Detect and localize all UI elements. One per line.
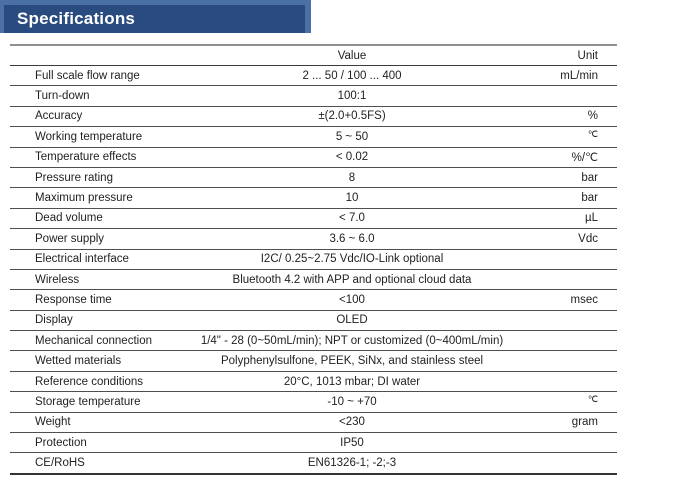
spec-value: 10: [345, 192, 359, 205]
spec-unit: [467, 270, 617, 289]
spec-value: 3.6 ~ 6.0: [329, 232, 375, 245]
spec-unit: [467, 453, 617, 472]
spec-value: OLED: [336, 314, 368, 327]
table-row: Maximum pressure 10 bar: [10, 188, 617, 209]
spec-param-label: CE/RoHS: [35, 457, 85, 470]
table-row: Pressure rating 8 bar: [10, 168, 617, 189]
unit-column-header: Unit: [577, 49, 598, 62]
table-row: Wetted materials Polyphenylsulfone, PEEK…: [10, 351, 617, 372]
table-row: Temperature effects < 0.02 %/℃: [10, 148, 617, 168]
table-row: Dead volume < 7.0 µL: [10, 209, 617, 230]
spec-value: 5 ~ 50: [335, 130, 369, 143]
spec-value: < 0.02: [335, 151, 369, 164]
spec-unit: %/℃: [571, 152, 598, 165]
value-column-header: Value: [337, 49, 367, 62]
spec-unit: [467, 250, 617, 269]
table-row: Response time <100 msec: [10, 290, 617, 311]
spec-param-label: Response time: [35, 293, 112, 306]
spec-param-label: Turn-down: [35, 90, 90, 103]
spec-unit: bar: [581, 171, 598, 184]
table-body: Full scale flow range 2 ... 50 / 100 ...…: [10, 66, 617, 475]
spec-unit: [467, 331, 617, 350]
section-header-inner: Specifications: [4, 5, 305, 33]
spec-value: -10 ~ +70: [327, 395, 377, 408]
table-row: Turn-down 100:1: [10, 86, 617, 107]
spec-value: <230: [339, 416, 365, 429]
spec-param-label: Accuracy: [35, 110, 83, 123]
spec-param-label: Wetted materials: [35, 355, 122, 368]
page-title: Specifications: [17, 9, 136, 28]
spec-param-label: Power supply: [35, 232, 105, 245]
section-header-bar: Specifications: [0, 0, 311, 33]
table-row: Display OLED: [10, 311, 617, 332]
spec-value: EN61326-1; -2;-3: [307, 457, 397, 470]
table-row: Full scale flow range 2 ... 50 / 100 ...…: [10, 66, 617, 87]
spec-unit: Vdc: [578, 232, 598, 245]
spec-value: Bluetooth 4.2 with APP and optional clou…: [232, 273, 472, 286]
spec-unit: bar: [581, 192, 598, 205]
spec-value: 2 ... 50 / 100 ... 400: [302, 69, 402, 82]
table-row: Wireless Bluetooth 4.2 with APP and opti…: [10, 270, 617, 291]
table-row: Weight <230 gram: [10, 413, 617, 434]
spec-param-label: Wireless: [35, 273, 80, 286]
spec-param-label: Storage temperature: [35, 395, 141, 408]
spec-unit: [467, 311, 617, 330]
spec-value: ±(2.0+0.5FS): [318, 110, 386, 123]
spec-unit: msec: [570, 293, 598, 306]
table-row: Storage temperature -10 ~ +70 ℃: [10, 392, 617, 413]
spec-unit: [467, 433, 617, 452]
spec-value: 100:1: [337, 90, 367, 103]
spec-unit: µL: [584, 212, 598, 225]
spec-param-label: Mechanical connection: [35, 334, 152, 347]
spec-value: 20°C, 1013 mbar; DI water: [283, 375, 421, 388]
spec-value: 8: [348, 171, 356, 184]
spec-param-label: Dead volume: [35, 212, 103, 225]
spec-param-label: Reference conditions: [35, 375, 144, 388]
spec-value: I2C/ 0.25~2.75 Vdc/IO-Link optional: [260, 253, 444, 266]
specifications-table: Value Unit Full scale flow range 2 ... 5…: [10, 44, 617, 475]
spec-value: IP50: [340, 436, 364, 449]
spec-value: Polyphenylsulfone, PEEK, SiNx, and stain…: [220, 355, 484, 368]
spec-unit: ℃: [587, 129, 598, 140]
spec-unit: [467, 372, 617, 391]
spec-param-label: Protection: [35, 436, 87, 449]
spec-unit: gram: [571, 416, 598, 429]
spec-param-label: Display: [35, 314, 73, 327]
table-row: Electrical interface I2C/ 0.25~2.75 Vdc/…: [10, 250, 617, 270]
table-row: Working temperature 5 ~ 50 ℃: [10, 127, 617, 148]
table-header-row: Value Unit: [10, 46, 617, 66]
spec-unit: [467, 86, 617, 105]
table-row: Reference conditions 20°C, 1013 mbar; DI…: [10, 372, 617, 393]
spec-param-label: Pressure rating: [35, 171, 113, 184]
spec-value: <100: [339, 293, 365, 306]
table-row: CE/RoHS EN61326-1; -2;-3: [10, 453, 617, 472]
table-row: Mechanical connection 1/4" - 28 (0~50mL/…: [10, 331, 617, 352]
table-row: Accuracy ±(2.0+0.5FS) %: [10, 107, 617, 128]
spec-value: < 7.0: [339, 212, 365, 225]
spec-param-label: Maximum pressure: [35, 192, 133, 205]
spec-unit: [467, 351, 617, 370]
spec-param-label: Weight: [35, 416, 71, 429]
spec-param-label: Working temperature: [35, 130, 143, 143]
table-row: Power supply 3.6 ~ 6.0 Vdc: [10, 229, 617, 250]
spec-unit: mL/min: [560, 69, 598, 82]
spec-value: 1/4" - 28 (0~50mL/min); NPT or customize…: [200, 334, 504, 347]
spec-param-label: Full scale flow range: [35, 69, 140, 82]
spec-unit: %: [587, 110, 598, 123]
spec-param-label: Temperature effects: [35, 151, 137, 164]
table-row: Protection IP50: [10, 433, 617, 454]
spec-param-label: Electrical interface: [35, 253, 129, 266]
spec-unit: ℃: [587, 394, 598, 405]
